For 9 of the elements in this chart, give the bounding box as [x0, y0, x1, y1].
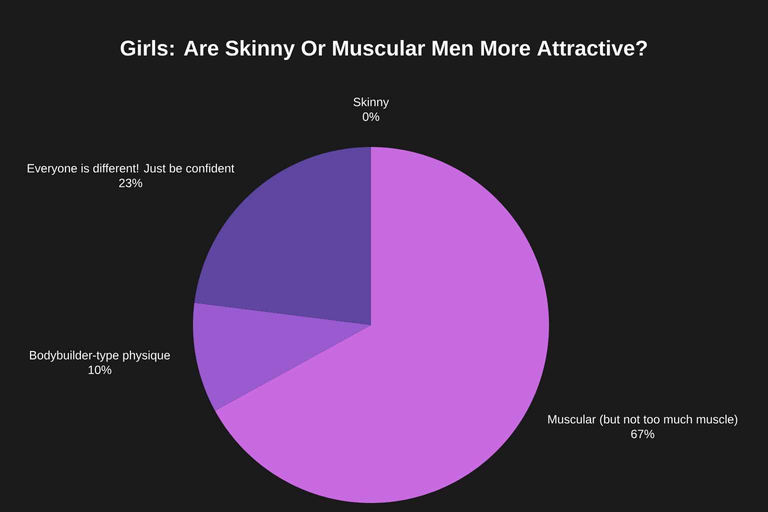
slice-label: Everyone is different! Just be confident: [28, 164, 234, 175]
data-label: 67%: [631, 430, 654, 438]
chart-title: Girls: Are Skinny Or Muscular Men More Attractive?: [120, 40, 647, 60]
data-label: 23%: [119, 178, 142, 188]
slice-label: Bodybuilder-type physique: [30, 350, 170, 362]
slice-label: Muscular (but not too much muscle): [548, 414, 738, 426]
data-label: 10%: [88, 366, 112, 374]
text: 0%: [362, 112, 380, 121]
category-label: Skinny: [354, 97, 389, 109]
